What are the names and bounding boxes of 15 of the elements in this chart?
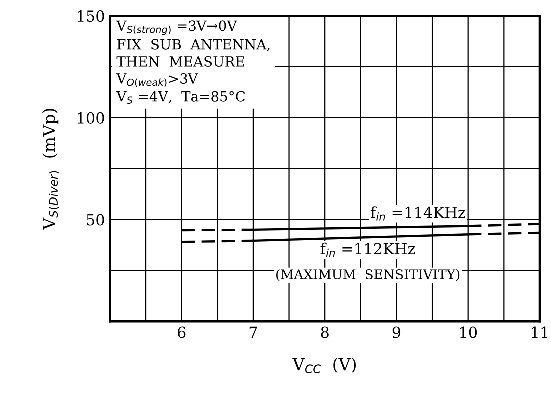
- y-tick-label: 50: [87, 214, 104, 226]
- text: V$_{S(strong)}$ =3V→0V FIX SUB ANTENNA, THEN MEASURE V$_{O(weak)}$>3V V$_{S}$ =4V, Ta=85°C: [116, 20, 270, 104]
- series-label: f$_{in}$ =114KHz: [370, 206, 466, 221]
- series-label: f$_{in}$ =112KHz: [320, 242, 416, 257]
- y-tick-label: 100: [78, 112, 104, 124]
- x-axis-title: V$_{CC}$ (V): [292, 358, 356, 374]
- y-tick-label: 150: [78, 10, 104, 22]
- x-tick-label: 9: [392, 326, 401, 338]
- x-tick-label: 8: [321, 326, 329, 338]
- x-tick-label: 10: [460, 326, 478, 338]
- x-tick-label: 7: [250, 326, 258, 338]
- x-tick-label: 6: [178, 326, 186, 338]
- y-axis-title: V$_{S(Diver)}$ (mVp): [42, 109, 60, 230]
- annotation: (MAXIMUM SENSITIVITY): [276, 269, 460, 282]
- x-tick-label: 11: [532, 326, 548, 338]
